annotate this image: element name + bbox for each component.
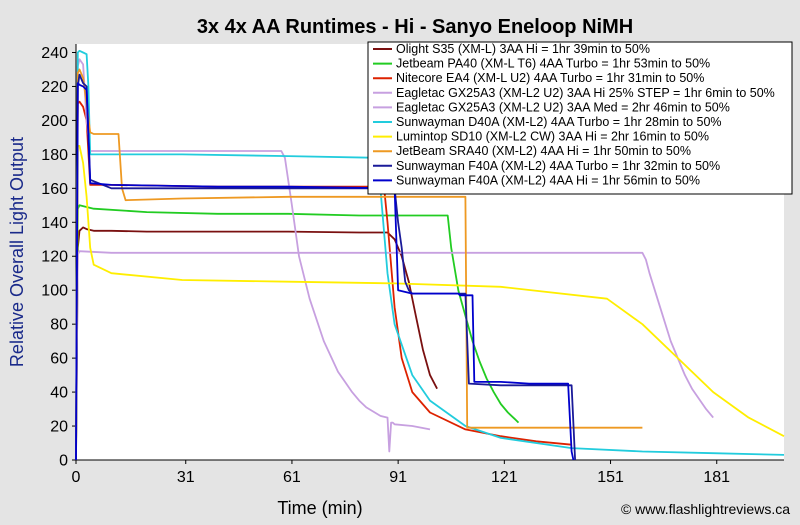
y-tick-label: 40 xyxy=(50,385,68,402)
legend-label: JetBeam SRA40 (XM-L2) 4AA Hi = 1hr 50min… xyxy=(396,144,691,158)
y-tick-label: 100 xyxy=(41,283,68,300)
legend-label: Jetbeam PA40 (XM-L T6) 4AA Turbo = 1hr 5… xyxy=(396,57,710,71)
series-line-5 xyxy=(75,250,714,461)
y-tick-label: 80 xyxy=(50,317,68,334)
website-credit: © www.flashlightreviews.ca xyxy=(621,501,790,517)
y-tick-label: 0 xyxy=(59,453,68,470)
y-tick-label: 180 xyxy=(41,147,68,164)
y-tick-label: 20 xyxy=(50,419,68,436)
legend-label: Nitecore EA4 (XM-L U2) 4AA Turbo = 1hr 3… xyxy=(396,71,704,85)
series-line-2 xyxy=(75,204,520,461)
x-tick-label: 61 xyxy=(283,469,301,486)
x-tick-label: 121 xyxy=(491,469,518,486)
legend: Olight S35 (XM-L) 3AA Hi = 1hr 39min to … xyxy=(367,41,793,195)
legend-label: Lumintop SD10 (XM-L2 CW) 3AA Hi = 2hr 16… xyxy=(396,130,709,144)
y-tick-label: 140 xyxy=(41,215,68,232)
series-line-1 xyxy=(75,226,438,461)
y-axis-label: Relative Overall Light Output xyxy=(7,137,27,367)
x-tick-label: 31 xyxy=(177,469,195,486)
legend-label: Eagletac GX25A3 (XM-L2 U2) 3AA Hi 25% ST… xyxy=(396,86,775,100)
x-tick-label: 151 xyxy=(597,469,624,486)
legend-label: Sunwayman D40A (XM-L2) 4AA Turbo = 1hr 2… xyxy=(396,115,722,129)
x-axis-label: Time (min) xyxy=(277,498,362,518)
legend-label: Eagletac GX25A3 (XM-L2 U2) 3AA Med = 2hr… xyxy=(396,100,730,114)
y-tick-label: 240 xyxy=(41,45,68,62)
legend-label: Olight S35 (XM-L) 3AA Hi = 1hr 39min to … xyxy=(396,42,650,56)
x-tick-label: 91 xyxy=(389,469,407,486)
series-line-7 xyxy=(75,144,785,461)
y-tick-label: 220 xyxy=(41,79,68,96)
legend-label: Sunwayman F40A (XM-L2) 4AA Turbo = 1hr 3… xyxy=(396,159,720,173)
y-tick-label: 200 xyxy=(41,113,68,130)
chart-title: 3x 4x AA Runtimes - Hi - Sanyo Eneloop N… xyxy=(197,16,633,38)
series-line-9 xyxy=(75,73,576,461)
y-tick-label: 120 xyxy=(41,249,68,266)
y-tick-label: 60 xyxy=(50,351,68,368)
legend-label: Sunwayman F40A (XM-L2) 4AA Hi = 1hr 56mi… xyxy=(396,173,700,187)
series-line-10 xyxy=(75,82,575,461)
axes: 0 20 40 60 80 100 120 140 160 180 200 220 240 0 31 61 91… xyxy=(41,44,784,486)
x-tick-label: 0 xyxy=(72,469,81,486)
legend-box xyxy=(367,41,793,195)
y-tick-label: 160 xyxy=(41,181,68,198)
x-tick-label: 181 xyxy=(703,469,730,486)
